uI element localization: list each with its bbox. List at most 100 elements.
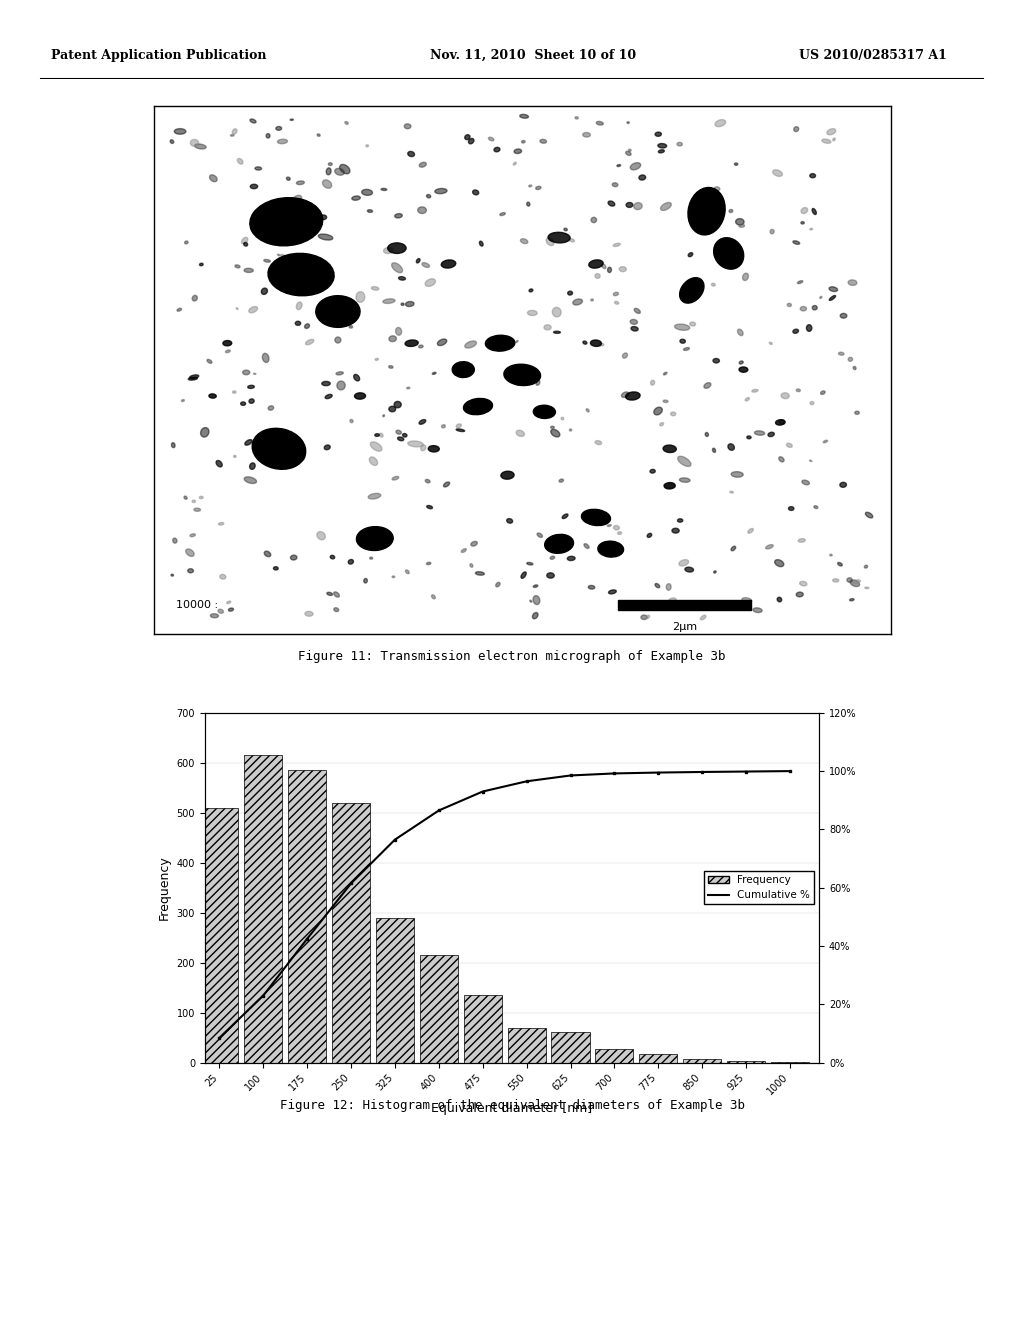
Ellipse shape xyxy=(501,471,514,479)
Ellipse shape xyxy=(802,480,809,484)
Ellipse shape xyxy=(406,570,410,574)
Y-axis label: Frequency: Frequency xyxy=(158,855,171,920)
Ellipse shape xyxy=(394,214,402,218)
Ellipse shape xyxy=(369,494,381,499)
Ellipse shape xyxy=(264,552,270,557)
Ellipse shape xyxy=(526,202,529,206)
Ellipse shape xyxy=(465,341,476,348)
Ellipse shape xyxy=(323,180,332,189)
Ellipse shape xyxy=(408,441,423,447)
Ellipse shape xyxy=(741,598,752,602)
Ellipse shape xyxy=(664,400,668,403)
Ellipse shape xyxy=(810,228,813,230)
Ellipse shape xyxy=(255,166,261,170)
Text: 10000 :: 10000 : xyxy=(176,599,218,610)
Ellipse shape xyxy=(748,528,754,533)
Ellipse shape xyxy=(193,500,196,503)
Ellipse shape xyxy=(419,345,423,348)
Ellipse shape xyxy=(264,260,270,263)
Ellipse shape xyxy=(361,189,373,195)
Bar xyxy=(552,1032,590,1063)
Bar xyxy=(464,995,502,1063)
Ellipse shape xyxy=(375,434,379,437)
Ellipse shape xyxy=(641,615,647,619)
Ellipse shape xyxy=(364,578,368,583)
Ellipse shape xyxy=(384,247,393,253)
Ellipse shape xyxy=(398,277,406,280)
Ellipse shape xyxy=(601,264,606,268)
Ellipse shape xyxy=(261,288,267,294)
Ellipse shape xyxy=(432,372,436,375)
Ellipse shape xyxy=(425,479,430,483)
Ellipse shape xyxy=(626,152,631,156)
Ellipse shape xyxy=(195,144,206,149)
Ellipse shape xyxy=(591,218,597,223)
Ellipse shape xyxy=(561,417,564,420)
Ellipse shape xyxy=(827,128,836,135)
Ellipse shape xyxy=(216,461,222,467)
Ellipse shape xyxy=(252,428,306,470)
Ellipse shape xyxy=(737,329,743,335)
Ellipse shape xyxy=(657,144,667,148)
Bar xyxy=(376,917,414,1063)
Ellipse shape xyxy=(278,139,288,144)
Ellipse shape xyxy=(678,457,691,466)
Ellipse shape xyxy=(479,242,483,246)
Ellipse shape xyxy=(623,352,628,358)
Ellipse shape xyxy=(327,168,331,174)
Ellipse shape xyxy=(370,457,378,466)
Ellipse shape xyxy=(287,177,290,181)
Ellipse shape xyxy=(496,582,500,587)
Ellipse shape xyxy=(318,234,333,240)
Ellipse shape xyxy=(829,296,836,301)
Ellipse shape xyxy=(408,152,415,157)
Ellipse shape xyxy=(685,568,693,572)
Ellipse shape xyxy=(781,393,790,399)
Ellipse shape xyxy=(521,572,526,578)
Ellipse shape xyxy=(534,585,538,587)
Ellipse shape xyxy=(190,140,199,147)
Ellipse shape xyxy=(406,301,414,306)
Ellipse shape xyxy=(516,380,521,385)
Text: Figure 11: Transmission electron micrograph of Example 3b: Figure 11: Transmission electron microgr… xyxy=(298,651,726,663)
Ellipse shape xyxy=(658,607,664,610)
Ellipse shape xyxy=(425,279,435,286)
Ellipse shape xyxy=(569,429,571,432)
Ellipse shape xyxy=(639,176,646,180)
Ellipse shape xyxy=(188,378,198,380)
Ellipse shape xyxy=(591,298,593,301)
Ellipse shape xyxy=(504,364,541,385)
Ellipse shape xyxy=(402,433,407,437)
Ellipse shape xyxy=(184,242,188,244)
Ellipse shape xyxy=(190,533,196,537)
Ellipse shape xyxy=(768,432,774,437)
Ellipse shape xyxy=(345,121,348,124)
Ellipse shape xyxy=(223,341,231,346)
Ellipse shape xyxy=(218,523,224,525)
Ellipse shape xyxy=(559,479,563,482)
Ellipse shape xyxy=(865,587,869,589)
Ellipse shape xyxy=(664,372,667,375)
Ellipse shape xyxy=(279,463,287,469)
Ellipse shape xyxy=(290,119,293,120)
Ellipse shape xyxy=(840,313,847,318)
Ellipse shape xyxy=(766,545,773,549)
Ellipse shape xyxy=(607,524,611,527)
Ellipse shape xyxy=(723,601,730,606)
Ellipse shape xyxy=(242,238,248,244)
Ellipse shape xyxy=(469,139,474,144)
Ellipse shape xyxy=(583,132,591,137)
Ellipse shape xyxy=(575,116,579,119)
Ellipse shape xyxy=(209,393,216,399)
Ellipse shape xyxy=(284,236,294,242)
Ellipse shape xyxy=(775,560,783,566)
Ellipse shape xyxy=(537,380,540,385)
Ellipse shape xyxy=(232,129,237,135)
Ellipse shape xyxy=(540,140,547,144)
Ellipse shape xyxy=(316,532,326,540)
Ellipse shape xyxy=(800,581,807,586)
Ellipse shape xyxy=(325,445,330,450)
Ellipse shape xyxy=(730,491,733,494)
Ellipse shape xyxy=(184,496,187,499)
Ellipse shape xyxy=(688,252,693,256)
